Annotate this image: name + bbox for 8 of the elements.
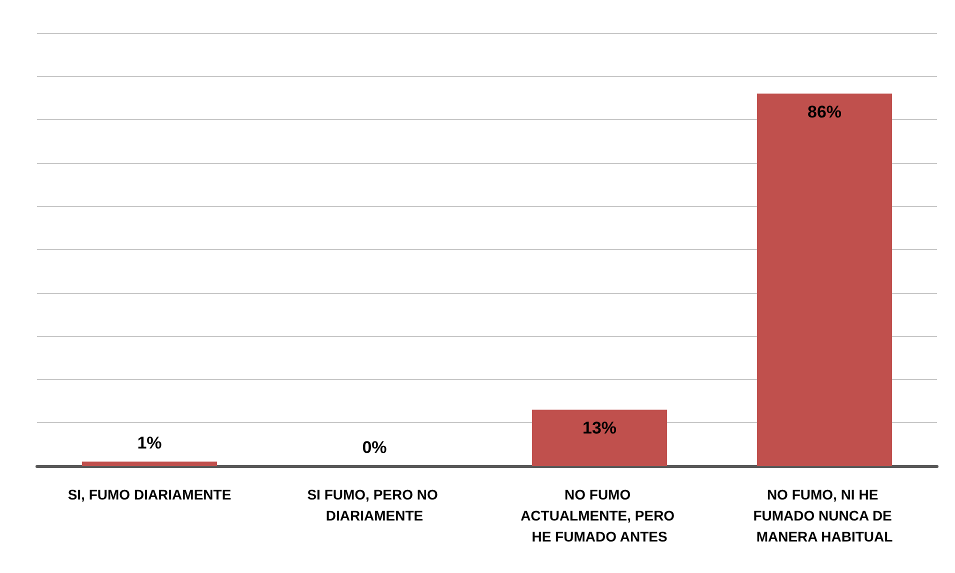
x-tick-label: NO FUMO ACTUALMENTE, PERO HE FUMADO ANTES bbox=[520, 486, 678, 544]
data-label: 86% bbox=[807, 102, 842, 122]
data-label: 1% bbox=[137, 434, 162, 453]
x-tick-label: SI, FUMO DIARIAMENTE bbox=[68, 486, 232, 502]
x-tick-label: NO FUMO, NI HE FUMADO NUNCA DE MANERA HABITUAL bbox=[753, 486, 896, 544]
data-label: 0% bbox=[362, 438, 387, 457]
x-tick-label: SI FUMO, PERO NO DIARIAMENTE bbox=[307, 486, 442, 524]
data-label: 13% bbox=[582, 418, 617, 438]
